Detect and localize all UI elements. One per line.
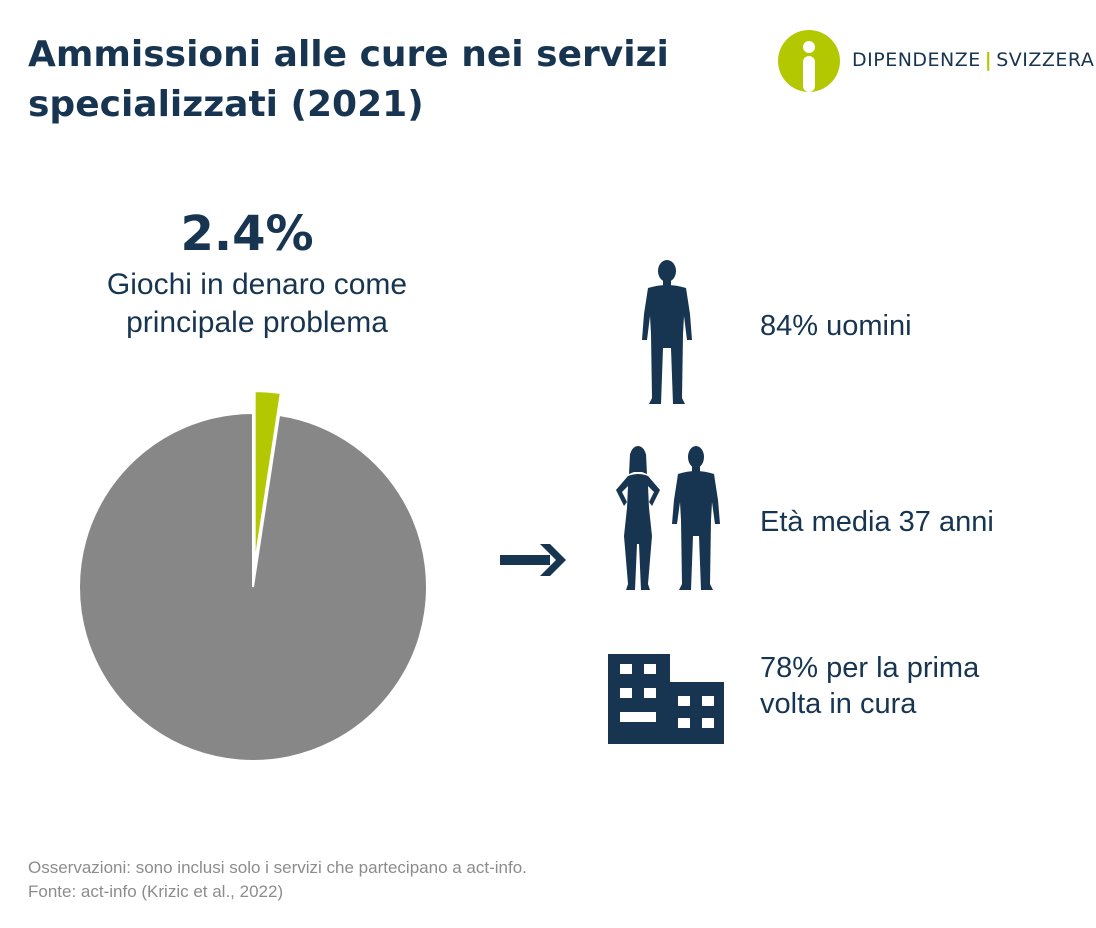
stat-first-treatment: 78% per la prima volta in cura (760, 650, 1080, 722)
logo-text-left: DIPENDENZE (852, 49, 981, 71)
arrow-right-icon (500, 544, 566, 576)
stat-men-share-text: 84% uomini (760, 310, 912, 342)
stat-first-treatment-line-1: 78% per la prima (760, 652, 980, 684)
pie-slice-gambling (253, 390, 282, 566)
chart-title: Ammissioni alle cure nei servizi special… (28, 30, 748, 130)
highlight-label-line-2: principale problema (126, 306, 388, 339)
woman-and-man-silhouette-icon (616, 446, 720, 590)
stat-average-age-text: Età media 37 anni (760, 506, 994, 538)
highlight-label: Giochi in denaro come principale problem… (60, 266, 454, 342)
stat-average-age: Età media 37 anni (760, 504, 1080, 540)
stat-first-treatment-line-2: volta in cura (760, 688, 917, 720)
stat-men-share: 84% uomini (760, 308, 1080, 344)
title-line-1: Ammissioni alle cure nei servizi (28, 34, 669, 75)
logo-separator: | (984, 49, 993, 71)
footer-source: Fonte: act-info (Krizic et al., 2022) (28, 882, 284, 901)
pie-slice-other (78, 411, 428, 762)
logo-text-right: SVIZZERA (996, 49, 1095, 71)
highlight-value: 2.4% (180, 206, 314, 262)
pie-chart (78, 390, 428, 762)
title-line-2: specializzati (2021) (28, 84, 424, 125)
highlight-label-line-1: Giochi in denaro come (106, 268, 408, 301)
man-silhouette-icon (642, 260, 692, 404)
building-icon (608, 654, 724, 744)
chart-footer: Osservazioni: sono inclusi solo i serviz… (28, 856, 527, 904)
logo-icon (778, 30, 840, 92)
logo-wordmark: DIPENDENZE | SVIZZERA (852, 49, 1094, 71)
footer-note: Osservazioni: sono inclusi solo i serviz… (28, 858, 527, 877)
